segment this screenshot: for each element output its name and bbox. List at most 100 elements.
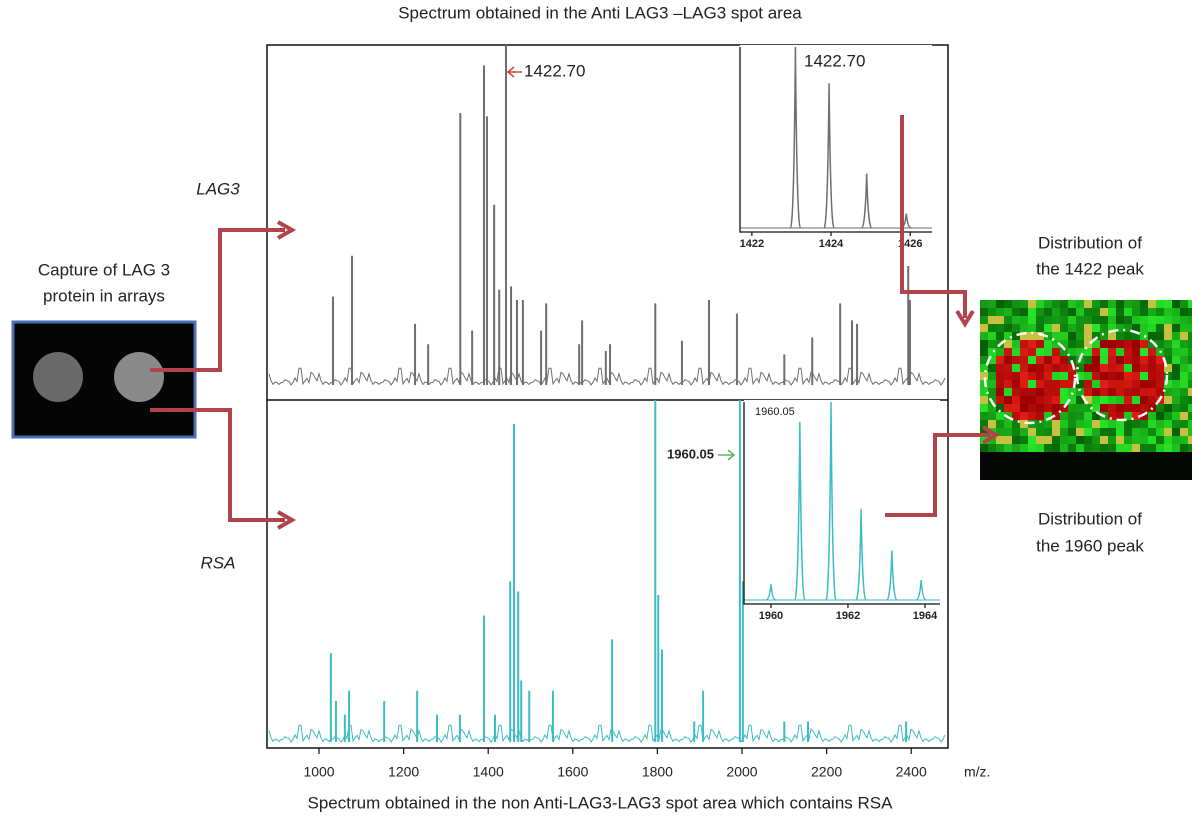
- heat-cell: [1020, 444, 1028, 452]
- heat-cell: [988, 300, 996, 308]
- noise-baseline: [268, 724, 946, 743]
- heat-cell: [1100, 436, 1108, 444]
- heat-cell: [1172, 364, 1180, 372]
- heat-cell: [1044, 364, 1052, 372]
- heat-cell: [1068, 316, 1076, 324]
- heat-cell: [1060, 300, 1068, 308]
- heat-cell: [1020, 396, 1028, 404]
- heat-cell: [1060, 444, 1068, 452]
- heat-cell: [1084, 436, 1092, 444]
- peak-annotation: 1960.05: [667, 446, 714, 461]
- heat-cell: [1004, 332, 1012, 340]
- heat-cell: [1052, 348, 1060, 356]
- heat-cell: [1076, 348, 1084, 356]
- heat-cell: [988, 372, 996, 380]
- heat-cell: [1012, 340, 1020, 348]
- heat-cell: [1044, 340, 1052, 348]
- heat-cell: [1124, 396, 1132, 404]
- heat-cell: [1036, 348, 1044, 356]
- heat-cell: [988, 340, 996, 348]
- heat-cell: [1084, 396, 1092, 404]
- heat-cell: [1188, 340, 1192, 348]
- heat-cell: [1004, 316, 1012, 324]
- heat-cell: [1140, 348, 1148, 356]
- heat-cell: [1188, 428, 1192, 436]
- heat-cell: [1100, 396, 1108, 404]
- heat-cell: [1084, 380, 1092, 388]
- heat-cell: [988, 412, 996, 420]
- heat-cell: [1108, 340, 1116, 348]
- heat-cell: [996, 396, 1004, 404]
- heat-cell: [1028, 412, 1036, 420]
- noise-baseline: [268, 367, 946, 386]
- heat-cell: [1124, 420, 1132, 428]
- heat-cell: [1108, 396, 1116, 404]
- heat-cell: [1076, 308, 1084, 316]
- heat-cell: [1044, 420, 1052, 428]
- heat-cell: [996, 428, 1004, 436]
- heat-cell: [1188, 300, 1192, 308]
- heat-cell: [1172, 316, 1180, 324]
- heat-cell: [1108, 436, 1116, 444]
- heat-cell: [996, 308, 1004, 316]
- x-tick-label: 1400: [473, 764, 504, 780]
- distribution-label: Distribution of: [1038, 233, 1142, 252]
- capture-label: protein in arrays: [43, 286, 165, 305]
- heat-cell: [1052, 412, 1060, 420]
- heat-cell: [1012, 356, 1020, 364]
- heat-cell: [1148, 380, 1156, 388]
- heat-cell: [1180, 444, 1188, 452]
- heat-cell: [1180, 372, 1188, 380]
- inset-axes: [743, 402, 940, 605]
- heat-cell: [1044, 444, 1052, 452]
- heat-cell: [1060, 356, 1068, 364]
- heat-cell: [996, 380, 1004, 388]
- heat-cell: [1052, 420, 1060, 428]
- annotation-arrow: [718, 449, 736, 461]
- heat-cell: [1068, 428, 1076, 436]
- heat-cell: [1060, 428, 1068, 436]
- x-tick-label: 1960: [759, 610, 783, 622]
- heat-cell: [1036, 340, 1044, 348]
- heat-cell: [1140, 332, 1148, 340]
- heat-cell: [1140, 300, 1148, 308]
- heat-cell: [988, 308, 996, 316]
- heat-cell: [980, 324, 988, 332]
- top-title: Spectrum obtained in the Anti LAG3 –LAG3…: [398, 3, 802, 22]
- heat-cell: [1180, 396, 1188, 404]
- heat-cell: [1172, 412, 1180, 420]
- heat-cell: [1036, 388, 1044, 396]
- heat-cell: [1068, 332, 1076, 340]
- heat-cell: [1068, 420, 1076, 428]
- heat-cell: [1092, 412, 1100, 420]
- heat-cell: [980, 300, 988, 308]
- heat-cell: [1068, 404, 1076, 412]
- x-tick-label: 1964: [913, 610, 938, 622]
- heat-cell: [1164, 388, 1172, 396]
- heat-cell: [1180, 324, 1188, 332]
- x-tick-label: 1200: [388, 764, 419, 780]
- heat-cell: [1084, 308, 1092, 316]
- heat-cell: [1028, 380, 1036, 388]
- heat-cell: [1140, 356, 1148, 364]
- x-tick-label: 1000: [303, 764, 334, 780]
- heat-cell: [1036, 420, 1044, 428]
- heat-cell: [1060, 372, 1068, 380]
- heat-cell: [1164, 396, 1172, 404]
- heat-cell: [1028, 396, 1036, 404]
- distribution-image: [980, 300, 1192, 480]
- heat-cell: [1012, 348, 1020, 356]
- heat-cell: [1124, 380, 1132, 388]
- heat-cell: [1012, 396, 1020, 404]
- heat-cell: [1116, 388, 1124, 396]
- heat-cell: [1004, 340, 1012, 348]
- heat-cell: [1012, 372, 1020, 380]
- heat-cell: [980, 380, 988, 388]
- heat-cell: [1100, 380, 1108, 388]
- heat-cell: [1020, 404, 1028, 412]
- heat-cell: [1076, 404, 1084, 412]
- heat-cell: [1180, 348, 1188, 356]
- x-tick-label: 2000: [726, 764, 757, 780]
- heat-cell: [1124, 364, 1132, 372]
- peak-annotation: 1422.70: [804, 51, 865, 70]
